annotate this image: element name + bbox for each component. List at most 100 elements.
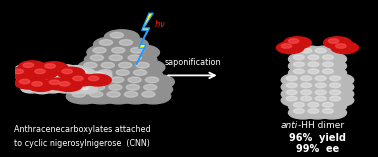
- Circle shape: [288, 53, 318, 65]
- Circle shape: [87, 74, 122, 89]
- Circle shape: [15, 77, 42, 89]
- Circle shape: [142, 92, 155, 97]
- Circle shape: [57, 67, 85, 79]
- Circle shape: [296, 88, 325, 100]
- Circle shape: [286, 96, 297, 101]
- Circle shape: [26, 66, 47, 74]
- Text: -HH dimer: -HH dimer: [298, 122, 344, 130]
- Circle shape: [45, 78, 72, 90]
- Circle shape: [310, 46, 339, 59]
- Circle shape: [122, 74, 157, 89]
- Circle shape: [126, 84, 139, 90]
- Circle shape: [74, 84, 87, 90]
- Circle shape: [322, 69, 333, 74]
- Circle shape: [322, 62, 333, 67]
- Circle shape: [103, 82, 138, 97]
- Text: 99%  ee: 99% ee: [296, 144, 339, 154]
- Circle shape: [293, 109, 304, 113]
- Circle shape: [76, 80, 97, 89]
- Circle shape: [42, 75, 50, 78]
- Circle shape: [113, 60, 147, 75]
- Circle shape: [106, 45, 141, 60]
- Circle shape: [70, 87, 77, 90]
- Circle shape: [310, 94, 339, 106]
- Circle shape: [139, 74, 174, 89]
- Circle shape: [93, 47, 106, 53]
- Circle shape: [93, 37, 128, 52]
- Circle shape: [84, 74, 111, 86]
- Circle shape: [25, 86, 32, 89]
- Circle shape: [53, 80, 73, 88]
- Circle shape: [99, 70, 112, 75]
- Circle shape: [281, 74, 310, 86]
- Circle shape: [39, 73, 59, 82]
- Circle shape: [315, 48, 326, 53]
- Circle shape: [21, 84, 41, 93]
- Circle shape: [30, 67, 57, 79]
- Circle shape: [88, 76, 99, 81]
- Circle shape: [79, 70, 87, 73]
- Circle shape: [110, 32, 124, 38]
- Circle shape: [90, 55, 104, 61]
- Circle shape: [322, 102, 333, 107]
- Circle shape: [308, 69, 319, 74]
- Circle shape: [146, 77, 159, 83]
- Circle shape: [284, 37, 311, 49]
- Circle shape: [81, 74, 101, 83]
- Circle shape: [66, 85, 87, 94]
- Circle shape: [315, 76, 326, 81]
- Circle shape: [301, 90, 312, 95]
- Circle shape: [293, 69, 304, 74]
- Circle shape: [77, 85, 98, 94]
- Circle shape: [46, 86, 54, 89]
- Circle shape: [296, 74, 325, 86]
- Circle shape: [322, 55, 333, 60]
- Circle shape: [310, 74, 339, 86]
- Circle shape: [109, 55, 122, 61]
- Circle shape: [31, 80, 39, 84]
- Circle shape: [328, 39, 339, 43]
- Circle shape: [286, 83, 297, 88]
- Circle shape: [331, 42, 358, 54]
- Circle shape: [318, 53, 347, 65]
- Text: saponification: saponification: [164, 58, 221, 67]
- Circle shape: [315, 83, 326, 88]
- Text: 96%  yield: 96% yield: [289, 133, 346, 143]
- Circle shape: [330, 96, 341, 101]
- Circle shape: [330, 76, 341, 81]
- Circle shape: [111, 77, 124, 83]
- Circle shape: [15, 65, 35, 73]
- Circle shape: [296, 46, 325, 59]
- Circle shape: [18, 66, 26, 70]
- Circle shape: [32, 85, 52, 94]
- Circle shape: [308, 62, 319, 67]
- Circle shape: [124, 92, 138, 97]
- Circle shape: [127, 67, 162, 82]
- Circle shape: [130, 47, 144, 53]
- Circle shape: [69, 67, 77, 70]
- Circle shape: [324, 37, 351, 49]
- Circle shape: [128, 77, 141, 83]
- Circle shape: [93, 77, 107, 83]
- Text: $h\nu$: $h\nu$: [154, 18, 166, 29]
- Circle shape: [325, 74, 354, 86]
- Circle shape: [113, 37, 148, 52]
- Circle shape: [91, 84, 105, 90]
- Circle shape: [281, 44, 292, 48]
- Circle shape: [84, 76, 92, 79]
- Circle shape: [293, 62, 304, 67]
- Circle shape: [288, 106, 318, 119]
- Circle shape: [107, 92, 120, 97]
- Circle shape: [84, 89, 118, 104]
- Circle shape: [288, 60, 318, 72]
- Circle shape: [286, 76, 297, 81]
- Circle shape: [85, 82, 120, 97]
- Circle shape: [301, 76, 312, 81]
- Circle shape: [104, 30, 139, 45]
- Circle shape: [296, 94, 325, 106]
- Circle shape: [95, 60, 130, 75]
- Circle shape: [28, 79, 48, 87]
- Circle shape: [303, 106, 332, 119]
- Circle shape: [281, 94, 310, 106]
- Circle shape: [19, 74, 27, 77]
